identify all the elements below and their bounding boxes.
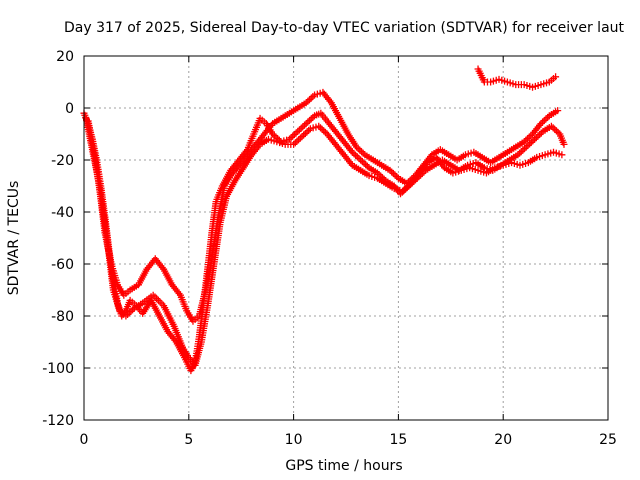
series-markers [82, 88, 562, 325]
data-series [80, 65, 568, 375]
y-axis-label: SDTVAR / TECUs [6, 181, 22, 296]
y-tick-label: -80 [51, 309, 74, 325]
y-tick-label: -60 [51, 257, 74, 273]
y-tick-label: 0 [65, 101, 74, 117]
series-3 [84, 117, 566, 369]
series-1 [80, 109, 568, 375]
axis-ticks: 0 5 10 15 20 25 20 0 -20 -40 -60 -80 -100 -120 [42, 49, 617, 448]
x-tick-label: 25 [599, 432, 617, 448]
y-tick-label: -100 [42, 361, 74, 377]
chart-title: Day 317 of 2025, Sidereal Day-to-day VTE… [64, 20, 625, 36]
grid [84, 56, 608, 420]
series-markers [80, 109, 568, 375]
x-tick-label: 0 [80, 432, 89, 448]
y-tick-label: -20 [51, 153, 74, 169]
series-markers [474, 65, 560, 91]
y-tick-label: -40 [51, 205, 74, 221]
x-tick-label: 5 [184, 432, 193, 448]
series-markers [84, 117, 566, 369]
y-tick-label: 20 [56, 49, 74, 65]
x-axis-label: GPS time / hours [285, 458, 402, 474]
series-4 [474, 65, 560, 91]
series-2 [82, 88, 562, 325]
x-tick-label: 15 [389, 432, 407, 448]
x-tick-label: 20 [494, 432, 512, 448]
y-tick-label: -120 [42, 413, 74, 429]
plot-frame [83, 55, 609, 421]
x-tick-label: 10 [285, 432, 303, 448]
